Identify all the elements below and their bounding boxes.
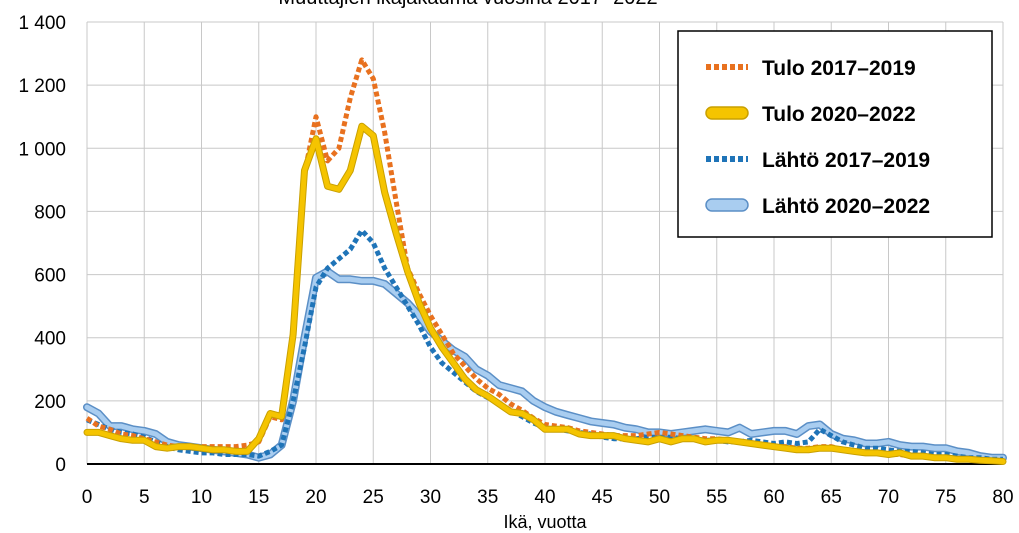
legend-swatch <box>705 106 749 120</box>
x-tick-label: 40 <box>534 487 555 508</box>
x-tick-label: 50 <box>649 487 670 508</box>
x-tick-label: 65 <box>821 487 842 508</box>
y-tick-label: 800 <box>34 202 66 223</box>
x-tick-label: 80 <box>992 487 1013 508</box>
y-tick-label: 600 <box>34 266 66 287</box>
y-tick-label: 400 <box>34 329 66 350</box>
legend-items: Tulo 2017–2019 Tulo 2020–2022 Lähtö 2017–2… <box>705 57 930 218</box>
y-tick-label: 0 <box>55 455 66 476</box>
legend: Tulo 2017–2019 Tulo 2020–2022 Lähtö 2017–2… <box>677 30 993 238</box>
x-tick-label: 15 <box>248 487 269 508</box>
legend-label: Tulo 2020–2022 <box>762 103 916 126</box>
x-tick-label: 55 <box>706 487 727 508</box>
legend-item: Lähtö 2020–2022 <box>705 195 930 218</box>
x-tick-label: 25 <box>363 487 384 508</box>
legend-item: Tulo 2017–2019 <box>706 57 916 80</box>
x-tick-label: 5 <box>139 487 150 508</box>
chart-title: Muuttajien ikäjakauma vuosina 2017–2022 <box>278 0 657 9</box>
legend-label: Tulo 2017–2019 <box>762 57 916 80</box>
y-tick-label: 1 400 <box>18 13 66 34</box>
x-tick-label: 0 <box>82 487 93 508</box>
y-axis-ticks: 0 200 400 600 800 1 000 1 200 1 400 <box>18 13 66 476</box>
x-axis-ticks: 0 5 10 15 20 25 30 35 40 45 50 55 60 65 70 75 80 <box>82 487 1014 508</box>
legend-item: Tulo 2020–2022 <box>705 103 916 126</box>
x-tick-label: 10 <box>191 487 212 508</box>
legend-label: Lähtö 2020–2022 <box>762 195 930 218</box>
series-1-line <box>85 57 1004 464</box>
x-tick-label: 75 <box>935 487 956 508</box>
y-tick-label: 200 <box>34 392 66 413</box>
x-tick-label: 70 <box>878 487 899 508</box>
legend-swatch <box>705 198 749 212</box>
x-tick-label: 20 <box>305 487 326 508</box>
series-2-line <box>84 123 1006 464</box>
x-tick-label: 45 <box>592 487 613 508</box>
x-axis-title: Ikä, vuotta <box>503 512 587 532</box>
x-tick-label: 30 <box>420 487 441 508</box>
x-tick-label: 60 <box>763 487 784 508</box>
x-tick-label: 35 <box>477 487 498 508</box>
y-tick-label: 1 000 <box>18 139 66 160</box>
y-tick-label: 1 200 <box>18 76 66 97</box>
legend-label: Lähtö 2017–2019 <box>762 149 930 172</box>
legend-item: Lähtö 2017–2019 <box>706 149 930 172</box>
series-lines <box>83 57 1007 465</box>
